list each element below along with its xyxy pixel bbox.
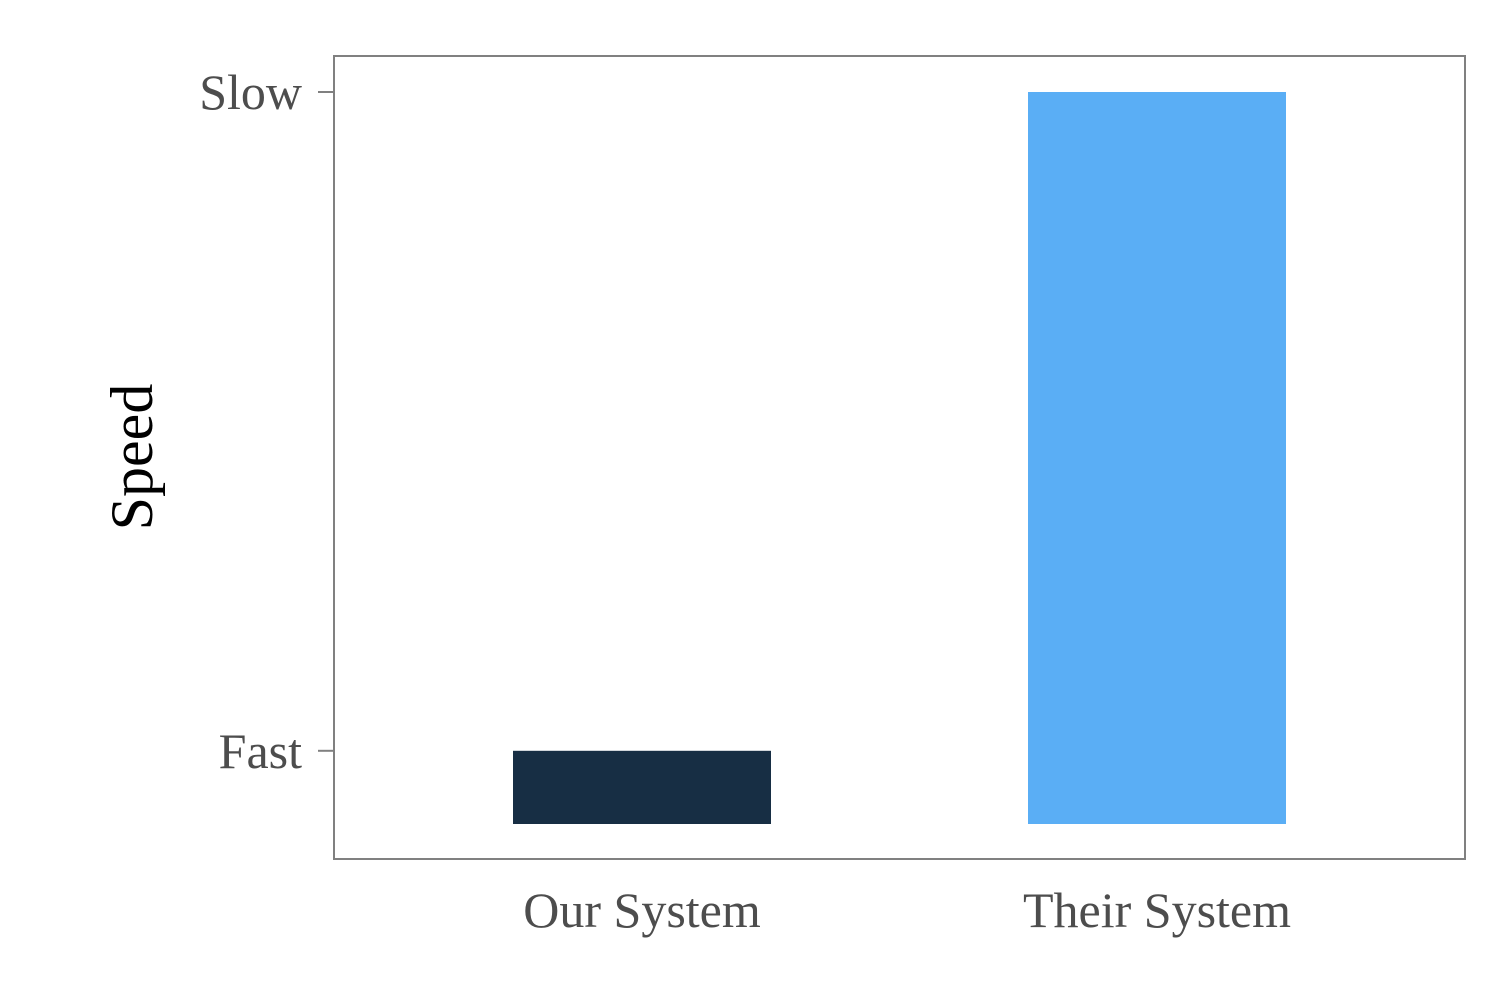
y-axis: Fast Slow xyxy=(199,64,334,779)
bar-our-system xyxy=(513,750,771,824)
x-tick-label-our-system: Our System xyxy=(523,882,761,938)
bar-their-system xyxy=(1028,92,1286,824)
x-tick-label-their-system: Their System xyxy=(1023,882,1291,938)
y-tick-label-slow: Slow xyxy=(199,64,302,120)
x-axis: Our System Their System xyxy=(523,882,1291,938)
y-axis-title: Speed xyxy=(99,384,165,531)
bars-group xyxy=(513,92,1286,824)
plot-frame xyxy=(333,55,1466,860)
y-tick-label-fast: Fast xyxy=(219,723,302,779)
